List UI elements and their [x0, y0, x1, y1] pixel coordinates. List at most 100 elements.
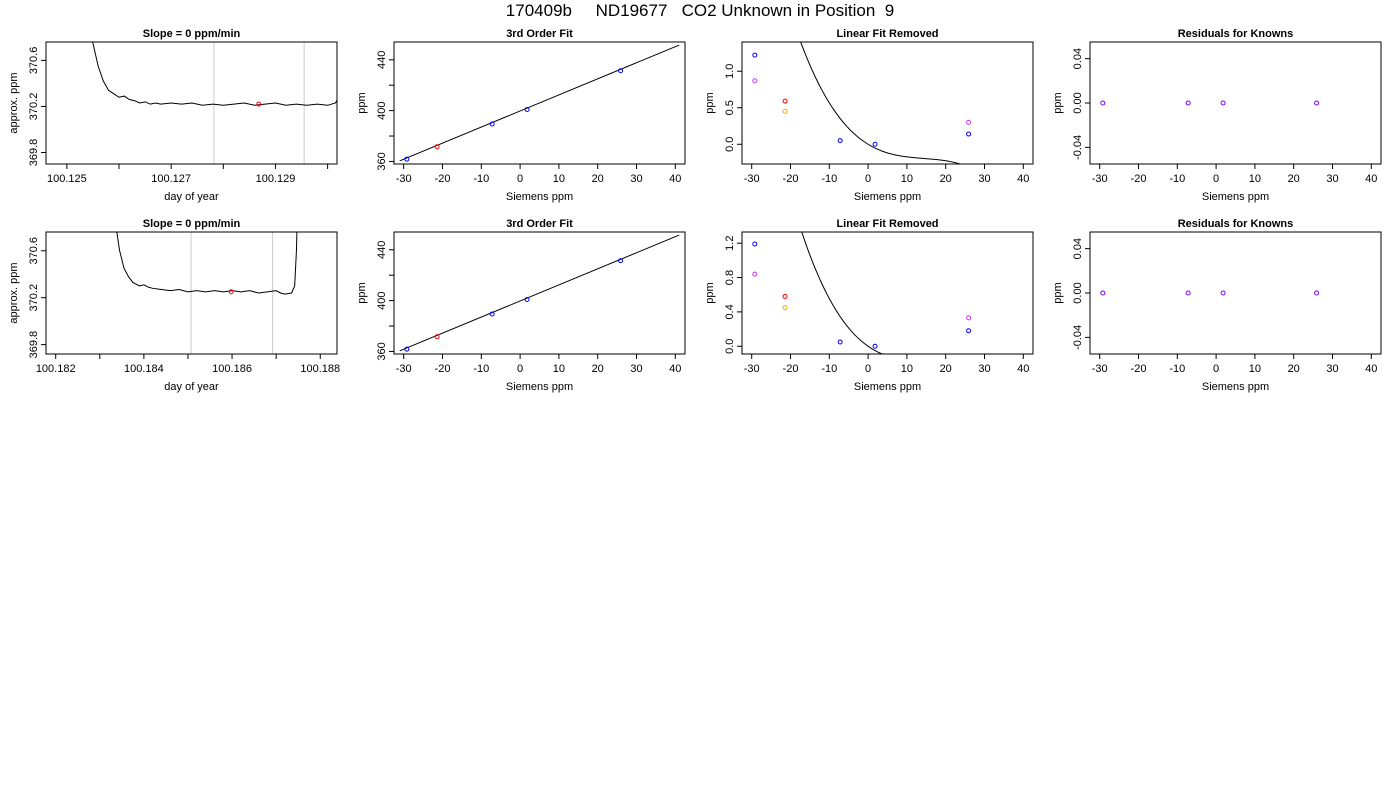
x-axis-label: day of year: [164, 191, 219, 203]
data-point: [489, 311, 495, 317]
chart-panel-1: Slope = 0 ppm/min 100.125 100.127 100.129 36…: [8, 28, 338, 203]
plot-frame: [741, 41, 1034, 165]
x-tick-label: -30: [1092, 363, 1108, 375]
data-point: [489, 121, 495, 127]
x-tick-label: -10: [1169, 363, 1185, 375]
y-tick-label: 0.0: [724, 339, 736, 354]
x-tick-label: 20: [1288, 173, 1300, 185]
x-tick-label: 40: [1017, 173, 1029, 185]
data-point: [966, 131, 972, 137]
y-axis-label: ppm: [1052, 282, 1064, 303]
data-point: [752, 78, 758, 84]
y-tick-label: 1.2: [724, 236, 736, 251]
y-tick-label: 369.8: [28, 331, 40, 359]
data-point: [782, 108, 788, 114]
x-axis-label: Siemens ppm: [854, 381, 921, 393]
data-point: [1100, 100, 1106, 106]
data-point: [752, 271, 758, 277]
y-tick-label: 0.8: [724, 270, 736, 285]
chart-panel-7: Linear Fit Removed -30 -20 -10 0 10 20 30 40 0.0 0…: [704, 218, 1034, 393]
y-tick-label: 0.00: [1072, 92, 1084, 113]
y-tick-label: 370.2: [28, 93, 40, 121]
x-tick-label: 10: [901, 173, 913, 185]
x-tick-label: 0: [865, 173, 871, 185]
y-tick-label: -0.04: [1072, 135, 1084, 160]
series-line: [399, 44, 680, 162]
data-point: [434, 144, 440, 150]
y-tick-label: 400: [376, 291, 388, 309]
y-tick-label: 360: [376, 342, 388, 360]
y-tick-label: 440: [376, 241, 388, 259]
x-tick-label: 100.129: [256, 173, 296, 185]
series-line: [92, 42, 337, 106]
data-point: [966, 315, 972, 321]
x-axis-label: day of year: [164, 381, 219, 393]
x-tick-label: 40: [669, 173, 681, 185]
plot-frame: [1089, 231, 1382, 355]
x-tick-label: -20: [783, 173, 799, 185]
x-tick-label: -20: [435, 363, 451, 375]
data-point: [1100, 290, 1106, 296]
x-axis-label: Siemens ppm: [506, 191, 573, 203]
x-axis-label: Siemens ppm: [1202, 381, 1269, 393]
chart-title: 3rd Order Fit: [506, 218, 573, 230]
x-tick-label: 30: [630, 363, 642, 375]
y-tick-label: -0.04: [1072, 325, 1084, 350]
data-point: [1185, 290, 1191, 296]
plot-frame: [393, 231, 686, 355]
chart-panel-2: 3rd Order Fit -30 -20 -10 0 10 20 30 40 360 400 440…: [356, 28, 686, 203]
chart-panel-6: 3rd Order Fit -30 -20 -10 0 10 20 30 40 360 400 440…: [356, 218, 686, 393]
x-tick-label: -10: [821, 363, 837, 375]
x-tick-label: -20: [1131, 363, 1147, 375]
y-tick-label: 370.6: [28, 47, 40, 75]
x-tick-label: 20: [592, 173, 604, 185]
x-tick-label: 10: [553, 363, 565, 375]
y-tick-label: 360: [376, 152, 388, 170]
y-tick-label: 400: [376, 101, 388, 119]
chart-panel-3: Linear Fit Removed -30 -20 -10 0 10 20 30 40 0.0 0…: [704, 28, 1034, 203]
y-tick-label: 0.5: [724, 100, 736, 115]
chart-title: Residuals for Knowns: [1178, 218, 1294, 230]
data-point: [618, 258, 624, 264]
x-tick-label: 0: [517, 363, 523, 375]
x-tick-label: -10: [473, 173, 489, 185]
x-tick-label: -20: [783, 363, 799, 375]
data-point: [837, 138, 843, 144]
x-tick-label: 0: [865, 363, 871, 375]
x-tick-label: 10: [901, 363, 913, 375]
y-axis-label: ppm: [356, 282, 368, 303]
x-tick-label: -30: [744, 173, 760, 185]
chart-title: Slope = 0 ppm/min: [143, 218, 241, 230]
data-point: [434, 334, 440, 340]
data-point: [837, 339, 843, 345]
x-tick-label: 40: [1365, 363, 1377, 375]
plot-area: [92, 42, 337, 164]
plot-frame: [45, 231, 338, 355]
data-point: [404, 346, 410, 352]
data-point: [966, 328, 972, 334]
data-point: [524, 296, 530, 302]
chart-panel-5: Slope = 0 ppm/min 100.182 100.184 100.186 10…: [8, 218, 340, 393]
x-tick-label: 40: [1365, 173, 1377, 185]
data-point: [404, 156, 410, 162]
series-line: [116, 232, 298, 295]
data-point: [872, 141, 878, 147]
data-point: [256, 101, 262, 107]
plot-frame: [741, 231, 1034, 355]
x-tick-label: 10: [1249, 363, 1261, 375]
plot-area: [399, 234, 680, 352]
page-title: 170409b ND19677 CO2 Unknown in Position …: [505, 1, 895, 20]
x-tick-label: 20: [1288, 363, 1300, 375]
data-point: [782, 305, 788, 311]
x-tick-label: 10: [1249, 173, 1261, 185]
data-point: [752, 241, 758, 247]
x-tick-label: -20: [1131, 173, 1147, 185]
data-point: [228, 289, 234, 295]
data-point: [1314, 100, 1320, 106]
x-tick-label: 100.184: [124, 363, 164, 375]
y-tick-label: 0.4: [724, 304, 736, 319]
x-axis-label: Siemens ppm: [1202, 191, 1269, 203]
y-axis-label: ppm: [704, 92, 716, 113]
x-tick-label: 30: [978, 173, 990, 185]
